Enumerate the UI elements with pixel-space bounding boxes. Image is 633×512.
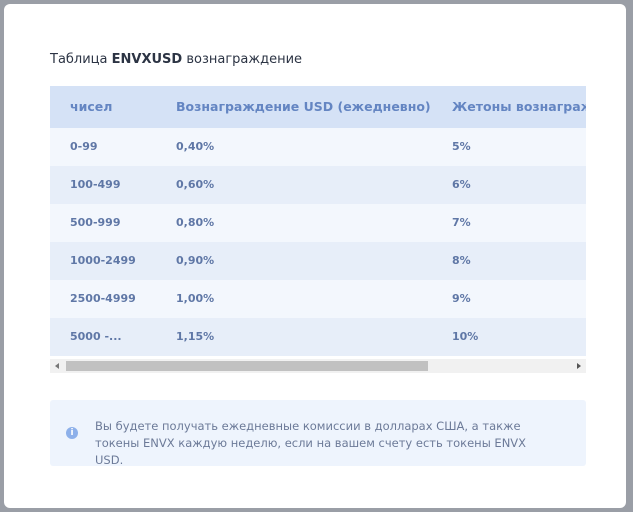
table-cell: 10% (452, 330, 479, 343)
scroll-arrows (55, 363, 581, 369)
header-cell: Жетоны вознаграждения (452, 99, 586, 114)
scroll-thumb[interactable] (66, 361, 428, 371)
table-cell: 6% (452, 178, 471, 191)
table-cell: 1000-2499 (70, 254, 136, 267)
table-cell: 500-999 (70, 216, 121, 229)
table-row: 2500-4999 1,00% 9% (50, 280, 586, 318)
modal: Таблица ENVXUSD вознаграждение чисел Возн… (4, 4, 626, 508)
scrollbar[interactable] (50, 359, 586, 373)
table-cell: 0,60% (176, 178, 215, 191)
title-bold: ENVXUSD (111, 52, 183, 67)
table-cell: 8% (452, 254, 471, 267)
table-cell: 0,80% (176, 216, 215, 229)
table-cell: 1,15% (176, 330, 215, 343)
table-cell: 1,00% (176, 292, 215, 305)
title-prefix: Таблица (50, 52, 108, 67)
info-icon: i (66, 427, 78, 439)
table-row: 1000-2499 0,90% 8% (50, 242, 586, 280)
table-cell: 5000 -... (70, 330, 122, 343)
table-row: 100-499 0,60% 6% (50, 166, 586, 204)
table-cell: 0-99 (70, 140, 98, 153)
table-cell: 2500-4999 (70, 292, 136, 305)
table-row: 5000 -... 1,15% 10% (50, 318, 586, 356)
table-cell: 100-499 (70, 178, 121, 191)
table-cell: 7% (452, 216, 471, 229)
title-suffix: вознаграждение (186, 52, 303, 67)
info-box: i Вы будете получать ежедневные комиссии… (50, 400, 586, 467)
table-row: 500-999 0,80% 7% (50, 204, 586, 242)
reward-table: чисел Вознаграждение USD (ежедневно) Жетон… (50, 86, 586, 356)
table-cell: 5% (452, 140, 471, 153)
table-cell: 0,40% (176, 140, 215, 153)
table-cell: 0,90% (176, 254, 215, 267)
header-cell: Вознаграждение USD (ежедневно) (176, 99, 431, 114)
header-row: чисел Вознаграждение USD (ежедневно) Жетон… (50, 86, 586, 128)
header-cell: чисел (70, 99, 113, 114)
info-text: Вы будете получать ежедневные комиссии в… (95, 419, 527, 467)
table-cell: 9% (452, 292, 471, 305)
title: Таблица ENVXUSD вознаграждение (50, 52, 302, 67)
table-row: 0-99 0,40% 5% (50, 128, 586, 166)
